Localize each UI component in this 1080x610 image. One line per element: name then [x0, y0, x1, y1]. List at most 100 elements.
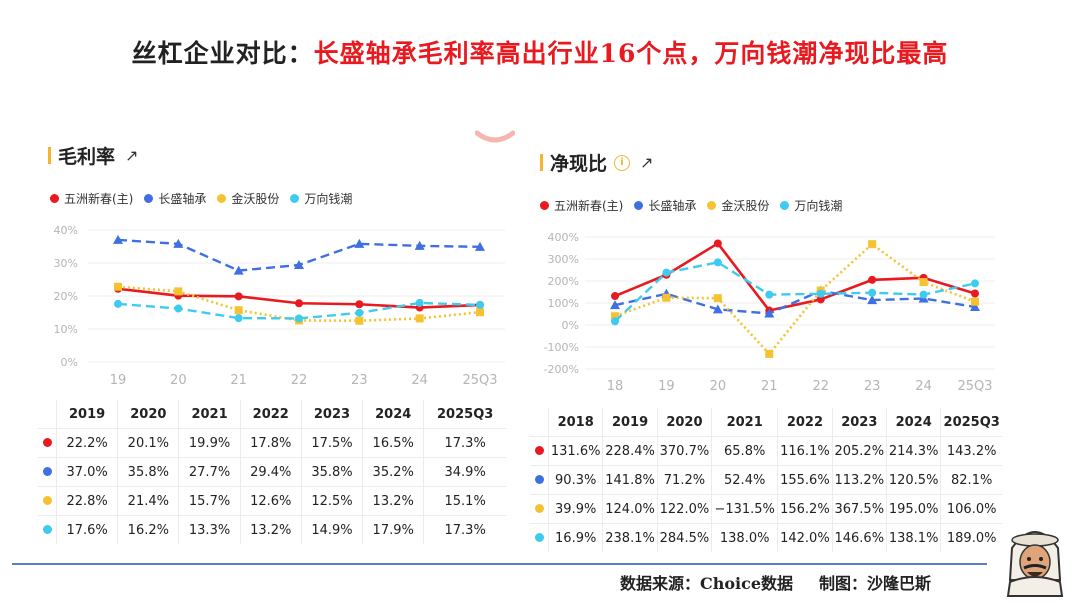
table-cell: 65.8%: [711, 436, 778, 466]
legend-label: 五洲新春(主): [64, 192, 134, 206]
table-cell: 12.6%: [239, 486, 302, 516]
legend-dot-icon: [50, 194, 59, 203]
legend-label: 万向钱潮: [794, 199, 843, 213]
footer-divider: [12, 563, 987, 565]
source-line: 数据来源：Choice数据 制图：沙隆巴斯: [620, 570, 931, 594]
legend-item[interactable]: 万向钱潮: [290, 190, 352, 207]
data-point: [764, 308, 775, 318]
series-line: [614, 289, 976, 315]
x-tick-label: 20: [170, 373, 187, 388]
x-tick-label: 23: [351, 373, 368, 388]
legend-item[interactable]: 金沃股份: [217, 190, 279, 207]
series-dot-icon: [534, 474, 544, 484]
table-cell: 19.9%: [178, 428, 241, 458]
legend-dot-icon: [707, 201, 717, 210]
table-cell: 138.1%: [885, 523, 941, 552]
row-marker: [530, 436, 549, 466]
data-point: [174, 304, 183, 313]
data-point: [611, 312, 619, 321]
table-cell: 205.2%: [831, 436, 887, 466]
table-cell: 238.1%: [602, 523, 658, 552]
x-tick-label: 18: [607, 379, 624, 394]
external-link-icon[interactable]: ↗: [125, 146, 139, 165]
gross-margin-legend: 五洲新春(主) 长盛轴承 金沃股份 万向钱潮: [50, 190, 363, 207]
legend-item[interactable]: 金沃股份: [707, 197, 769, 214]
y-tick-label: 100%: [548, 297, 579, 310]
table-cell: 13.2%: [362, 486, 424, 516]
data-point: [971, 297, 979, 306]
table-cell: 90.3%: [547, 465, 603, 495]
table-cell: −131.5%: [711, 494, 778, 524]
table-cell: 17.5%: [300, 428, 363, 458]
table-cell: 22.2%: [55, 428, 118, 458]
data-point: [713, 239, 722, 248]
series-line: [614, 242, 976, 312]
table-cell: 13.2%: [239, 515, 302, 544]
data-point: [234, 306, 243, 315]
table-cell: 37.0%: [55, 457, 118, 487]
cash-ratio-chart: -200% -100% 0% 100% 200% 300% 400% 18 19 20 21 22 23…: [544, 231, 995, 394]
legend-item[interactable]: 长盛轴承: [634, 197, 696, 214]
data-point: [415, 314, 424, 323]
y-tick-label: 0%: [61, 356, 78, 369]
table-header-cell: 2024: [362, 400, 424, 429]
table-cell: 189.0%: [940, 523, 1002, 552]
row-marker: [38, 486, 57, 516]
data-point: [233, 265, 244, 275]
legend-label: 金沃股份: [721, 199, 770, 213]
external-link-icon[interactable]: ↗: [640, 153, 654, 172]
table-header-cell: 2020: [656, 408, 712, 437]
x-tick-label: 25Q3: [957, 379, 992, 394]
data-point: [475, 241, 485, 251]
series-line: [614, 261, 976, 323]
legend-dot-icon: [634, 201, 644, 210]
cash-ratio-title: 净现比: [550, 153, 608, 175]
data-point: [173, 238, 184, 248]
data-point: [662, 268, 671, 277]
chart-author: 制图：沙隆巴斯: [819, 574, 932, 593]
table-cell: 82.1%: [940, 465, 1002, 495]
data-point: [610, 300, 620, 310]
x-tick-label: 24: [411, 373, 428, 388]
mascot-avatar-icon: [1000, 518, 1070, 602]
table-cell: 20.1%: [117, 428, 179, 458]
legend-item[interactable]: 万向钱潮: [780, 197, 842, 214]
legend-item[interactable]: 五洲新春(主): [540, 197, 623, 214]
table-cell: 71.2%: [656, 465, 712, 495]
legend-dot-icon: [144, 194, 154, 203]
legend-label: 金沃股份: [231, 192, 280, 206]
series-dot-icon: [42, 437, 52, 447]
table-header-cell: 2018: [547, 408, 603, 437]
table-header-row: 2019 2020 2021 2022 2023 2024 2025Q3: [38, 400, 506, 429]
table-cell: 138.0%: [711, 523, 778, 552]
info-icon[interactable]: i: [614, 154, 631, 171]
table-cell: 143.2%: [940, 436, 1002, 466]
cash-ratio-heading: 净现比 i ↗: [540, 149, 653, 176]
data-point: [713, 294, 722, 303]
legend-item[interactable]: 五洲新春(主): [50, 190, 133, 207]
table-cell: 370.7%: [656, 436, 712, 466]
data-point: [970, 301, 980, 311]
series-dot-icon: [42, 524, 52, 534]
table-cell: 39.9%: [547, 494, 603, 524]
table-header-cell: 2022: [777, 408, 833, 437]
table-row: 37.0% 35.8% 27.7% 29.4% 35.8% 35.2% 34.9%: [38, 457, 506, 487]
data-point: [971, 279, 979, 288]
table-header-blank: [530, 408, 549, 437]
data-point: [611, 317, 619, 326]
table-cell: 106.0%: [940, 494, 1002, 524]
data-point: [816, 289, 825, 298]
table-header-cell: 2024: [885, 408, 941, 437]
data-point: [765, 290, 774, 299]
table-cell: 146.6%: [831, 523, 887, 552]
data-point: [868, 275, 877, 284]
legend-dot-icon: [217, 194, 227, 203]
table-cell: 155.6%: [777, 465, 833, 495]
legend-item[interactable]: 长盛轴承: [144, 190, 206, 207]
y-tick-label: 400%: [548, 231, 579, 244]
x-tick-label: 22: [291, 373, 308, 388]
data-point: [414, 240, 425, 250]
decorative-arc: [474, 128, 516, 143]
table-row: 131.6% 228.4% 370.7% 65.8% 116.1% 205.2% 214.3…: [530, 436, 1002, 466]
series-line: [614, 242, 976, 356]
